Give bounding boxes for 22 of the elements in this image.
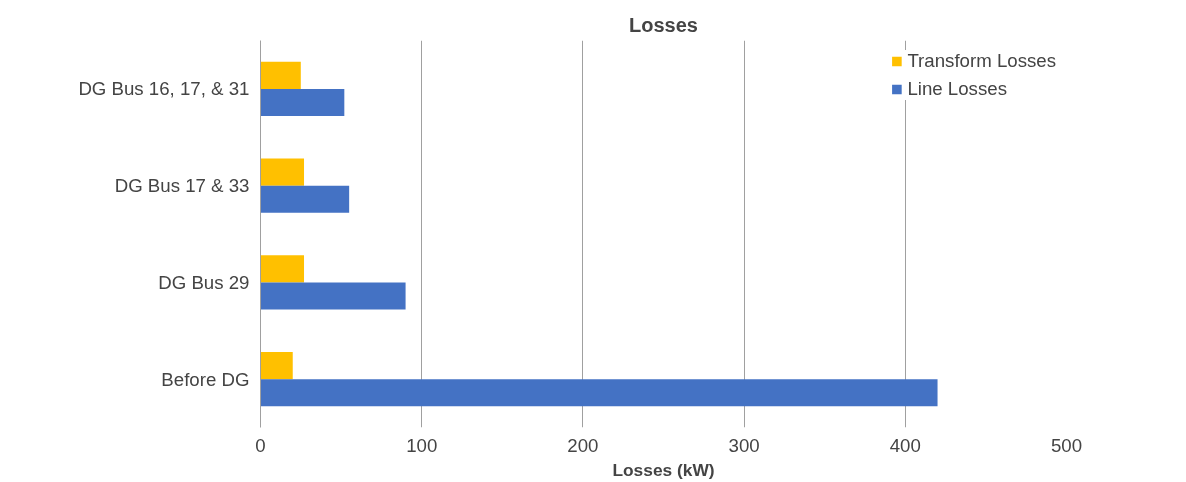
x-tick-label: 300 bbox=[728, 434, 760, 456]
x-tick-label: 100 bbox=[406, 434, 438, 456]
legend-label: Transform Losses bbox=[907, 50, 1056, 72]
bar bbox=[260, 379, 938, 407]
y-tick-label: DG Bus 29 bbox=[158, 271, 250, 293]
chart-title: Losses bbox=[629, 13, 698, 36]
y-tick-label: DG Bus 16, 17, & 31 bbox=[78, 78, 250, 100]
x-tick-label: 0 bbox=[255, 434, 266, 456]
x-tick-label: 500 bbox=[1050, 434, 1083, 456]
bar bbox=[260, 158, 305, 186]
y-tick-label: DG Bus 17 & 33 bbox=[114, 175, 250, 197]
bar bbox=[260, 255, 305, 283]
legend-label: Line Losses bbox=[907, 78, 1007, 100]
bar bbox=[260, 282, 406, 310]
bar bbox=[260, 185, 350, 213]
bar bbox=[260, 61, 301, 89]
x-tick-label: 400 bbox=[889, 434, 921, 456]
x-tick-label: 200 bbox=[567, 434, 599, 456]
bar bbox=[260, 352, 293, 380]
x-axis-title: Losses (kW) bbox=[612, 459, 715, 480]
bar bbox=[260, 88, 345, 116]
y-tick-label: Before DG bbox=[161, 368, 250, 390]
